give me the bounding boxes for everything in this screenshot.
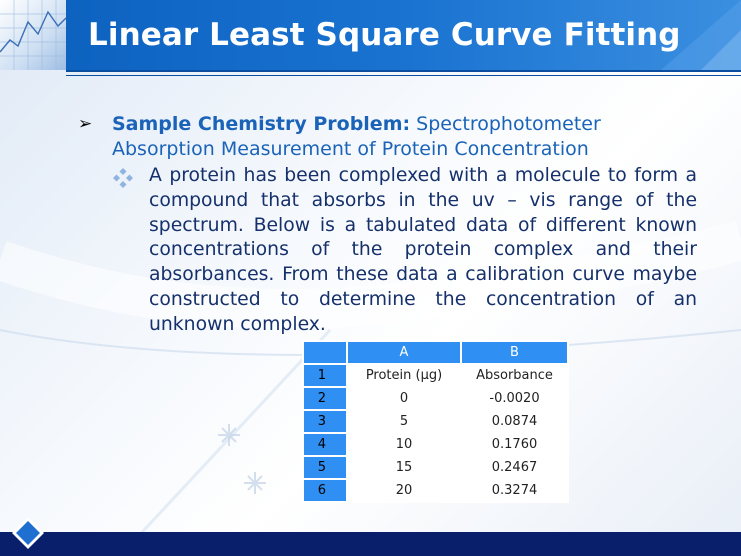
cell-a: 0 <box>346 386 462 411</box>
column-header-a: A <box>346 340 462 365</box>
bullet-label: Sample Chemistry Problem: <box>112 113 411 135</box>
cell-b: 0.1760 <box>460 432 569 457</box>
row-number: 3 <box>302 409 348 434</box>
row-number: 1 <box>302 363 348 388</box>
title-bar <box>0 0 741 70</box>
title-underline-thin <box>66 75 741 76</box>
cell-a: Protein (μg) <box>346 363 462 388</box>
table-row: 5 15 0.2467 <box>302 455 569 480</box>
data-table: A B 1 Protein (μg) Absorbance 2 0 -0.002… <box>302 340 569 503</box>
cell-b: 0.2467 <box>460 455 569 480</box>
table-row: 1 Protein (μg) Absorbance <box>302 363 569 388</box>
bullet-heading: Sample Chemistry Problem: Spectrophotome… <box>112 112 702 162</box>
title-underline <box>66 70 741 72</box>
row-number: 6 <box>302 478 348 503</box>
row-number: 4 <box>302 432 348 457</box>
row-number: 5 <box>302 455 348 480</box>
title-thumbnail-image <box>0 0 66 70</box>
cell-b: Absorbance <box>460 363 569 388</box>
title-decoration <box>551 0 741 70</box>
cell-a: 15 <box>346 455 462 480</box>
column-header-b: B <box>460 340 569 365</box>
corner-diamond-icon <box>12 517 44 549</box>
table-header-row: A B <box>302 340 569 365</box>
body-paragraph: A protein has been complexed with a mole… <box>149 165 697 335</box>
slide-title: Linear Least Square Curve Fitting <box>88 17 681 53</box>
cell-b: 0.0874 <box>460 409 569 434</box>
cell-b: 0.3274 <box>460 478 569 503</box>
table-row: 4 10 0.1760 <box>302 432 569 457</box>
table-row: 6 20 0.3274 <box>302 478 569 503</box>
table-row: 3 5 0.0874 <box>302 409 569 434</box>
cell-a: 20 <box>346 478 462 503</box>
bullet-text: Spectrophotometer Absorption Measurement… <box>112 113 601 160</box>
diamond-bullet-icon <box>113 168 133 188</box>
table-corner <box>302 340 348 365</box>
cell-a: 5 <box>346 409 462 434</box>
table-row: 2 0 -0.0020 <box>302 386 569 411</box>
cell-a: 10 <box>346 432 462 457</box>
cell-b: -0.0020 <box>460 386 569 411</box>
arrow-bullet-icon: ➢ <box>78 114 93 134</box>
footer-bar <box>0 532 741 556</box>
row-number: 2 <box>302 386 348 411</box>
